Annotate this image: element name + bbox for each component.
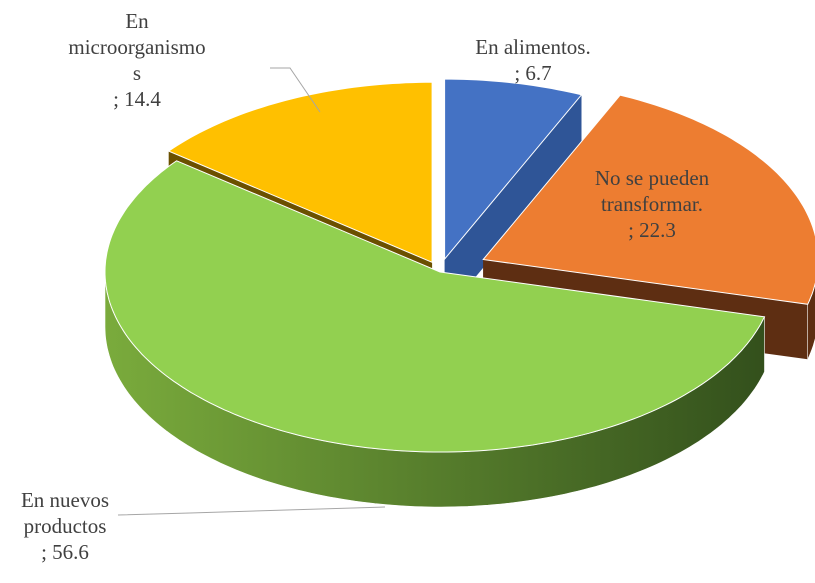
- label-value: ; 22.3: [628, 218, 676, 242]
- data-label: En alimentos.; 6.7: [458, 34, 608, 86]
- label-category: En nuevos productos: [20, 488, 110, 538]
- pie-slice: [104, 160, 766, 453]
- label-value: ; 56.6: [41, 540, 89, 564]
- data-label: En nuevos productos; 56.6: [10, 487, 120, 565]
- leader-line: [270, 67, 321, 113]
- label-value: ; 14.4: [113, 87, 161, 111]
- pie-slice: [482, 94, 815, 305]
- leader-line: [117, 506, 386, 516]
- data-label: No se pueden transformar.; 22.3: [572, 165, 732, 243]
- data-label: En microorganismos; 14.4: [62, 8, 212, 112]
- pie-slice: [444, 78, 583, 261]
- label-category: En microorganismos: [68, 9, 206, 85]
- slice-wall: [807, 283, 815, 360]
- slice-side: [444, 94, 582, 315]
- pie-slice: [167, 81, 433, 264]
- label-category: No se pueden transformar.: [594, 166, 710, 216]
- label-value: ; 6.7: [514, 61, 552, 85]
- label-category: En alimentos.: [475, 35, 591, 59]
